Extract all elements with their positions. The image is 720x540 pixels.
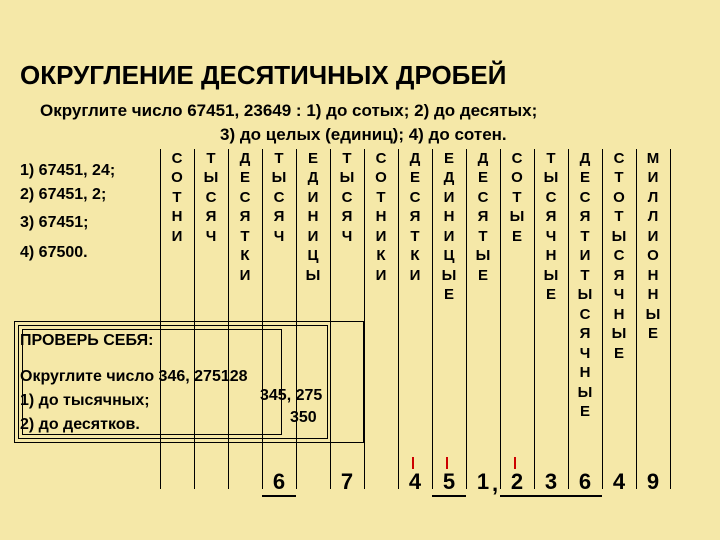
result-digit: 6: [262, 469, 296, 497]
column-divider: [296, 149, 297, 489]
place-value-column: ДЕСЯТИТЫСЯЧНЫЕ: [568, 149, 602, 422]
result-digit: 4: [602, 469, 636, 495]
result-digit: 5: [432, 469, 466, 497]
column-divider: [602, 149, 603, 489]
answer-1: 1) 67451, 24;: [20, 159, 115, 183]
column-divider: [636, 149, 637, 489]
result-digit: 7: [330, 469, 364, 495]
column-divider: [432, 149, 433, 489]
result-digit: 6: [568, 469, 602, 497]
answers-block: 1) 67451, 24; 2) 67451, 2; 3) 67451; 4) …: [20, 159, 115, 265]
column-divider: [500, 149, 501, 489]
column-divider: [262, 149, 263, 489]
subtitle-line1: Округлите число 67451, 23649 : 1) до сот…: [0, 99, 720, 123]
result-digit: 4: [398, 469, 432, 495]
answer-4: 4) 67500.: [20, 241, 115, 265]
place-value-column: ДЕСЯТКИ: [398, 149, 432, 422]
page-title: ОКРУГЛЕНИЕ ДЕСЯТИЧНЫХ ДРОБЕЙ: [0, 0, 720, 99]
decimal-comma: ,: [492, 471, 498, 497]
column-divider: [670, 149, 671, 489]
column-divider: [194, 149, 195, 489]
column-divider: [534, 149, 535, 489]
place-value-column: СТОТЫСЯЧНЫЕ: [602, 149, 636, 422]
result-digit: 9: [636, 469, 670, 495]
answer-2: 2) 67451, 2;: [20, 183, 115, 207]
place-value-column: МИЛЛИОННЫЕ: [636, 149, 670, 422]
column-divider: [330, 149, 331, 489]
place-value-column: ДЕСЯТЫЕ: [466, 149, 500, 422]
result-digit: 2: [500, 469, 534, 497]
place-value-column: СОТЫЕ: [500, 149, 534, 422]
column-divider: [364, 149, 365, 489]
box-inner: [22, 329, 282, 435]
place-value-column: ТЫСЯЧНЫЕ: [534, 149, 568, 422]
column-divider: [466, 149, 467, 489]
subtitle-line2: 3) до целых (единиц); 4) до сотен.: [0, 123, 720, 147]
place-value-column: ЕДИНИЦЫЕ: [432, 149, 466, 422]
column-divider: [160, 149, 161, 489]
result-digit: 3: [534, 469, 568, 497]
answer-3: 3) 67451;: [20, 211, 115, 235]
column-divider: [568, 149, 569, 489]
column-divider: [228, 149, 229, 489]
place-value-column: СОТНИКИ: [364, 149, 398, 422]
column-divider: [398, 149, 399, 489]
